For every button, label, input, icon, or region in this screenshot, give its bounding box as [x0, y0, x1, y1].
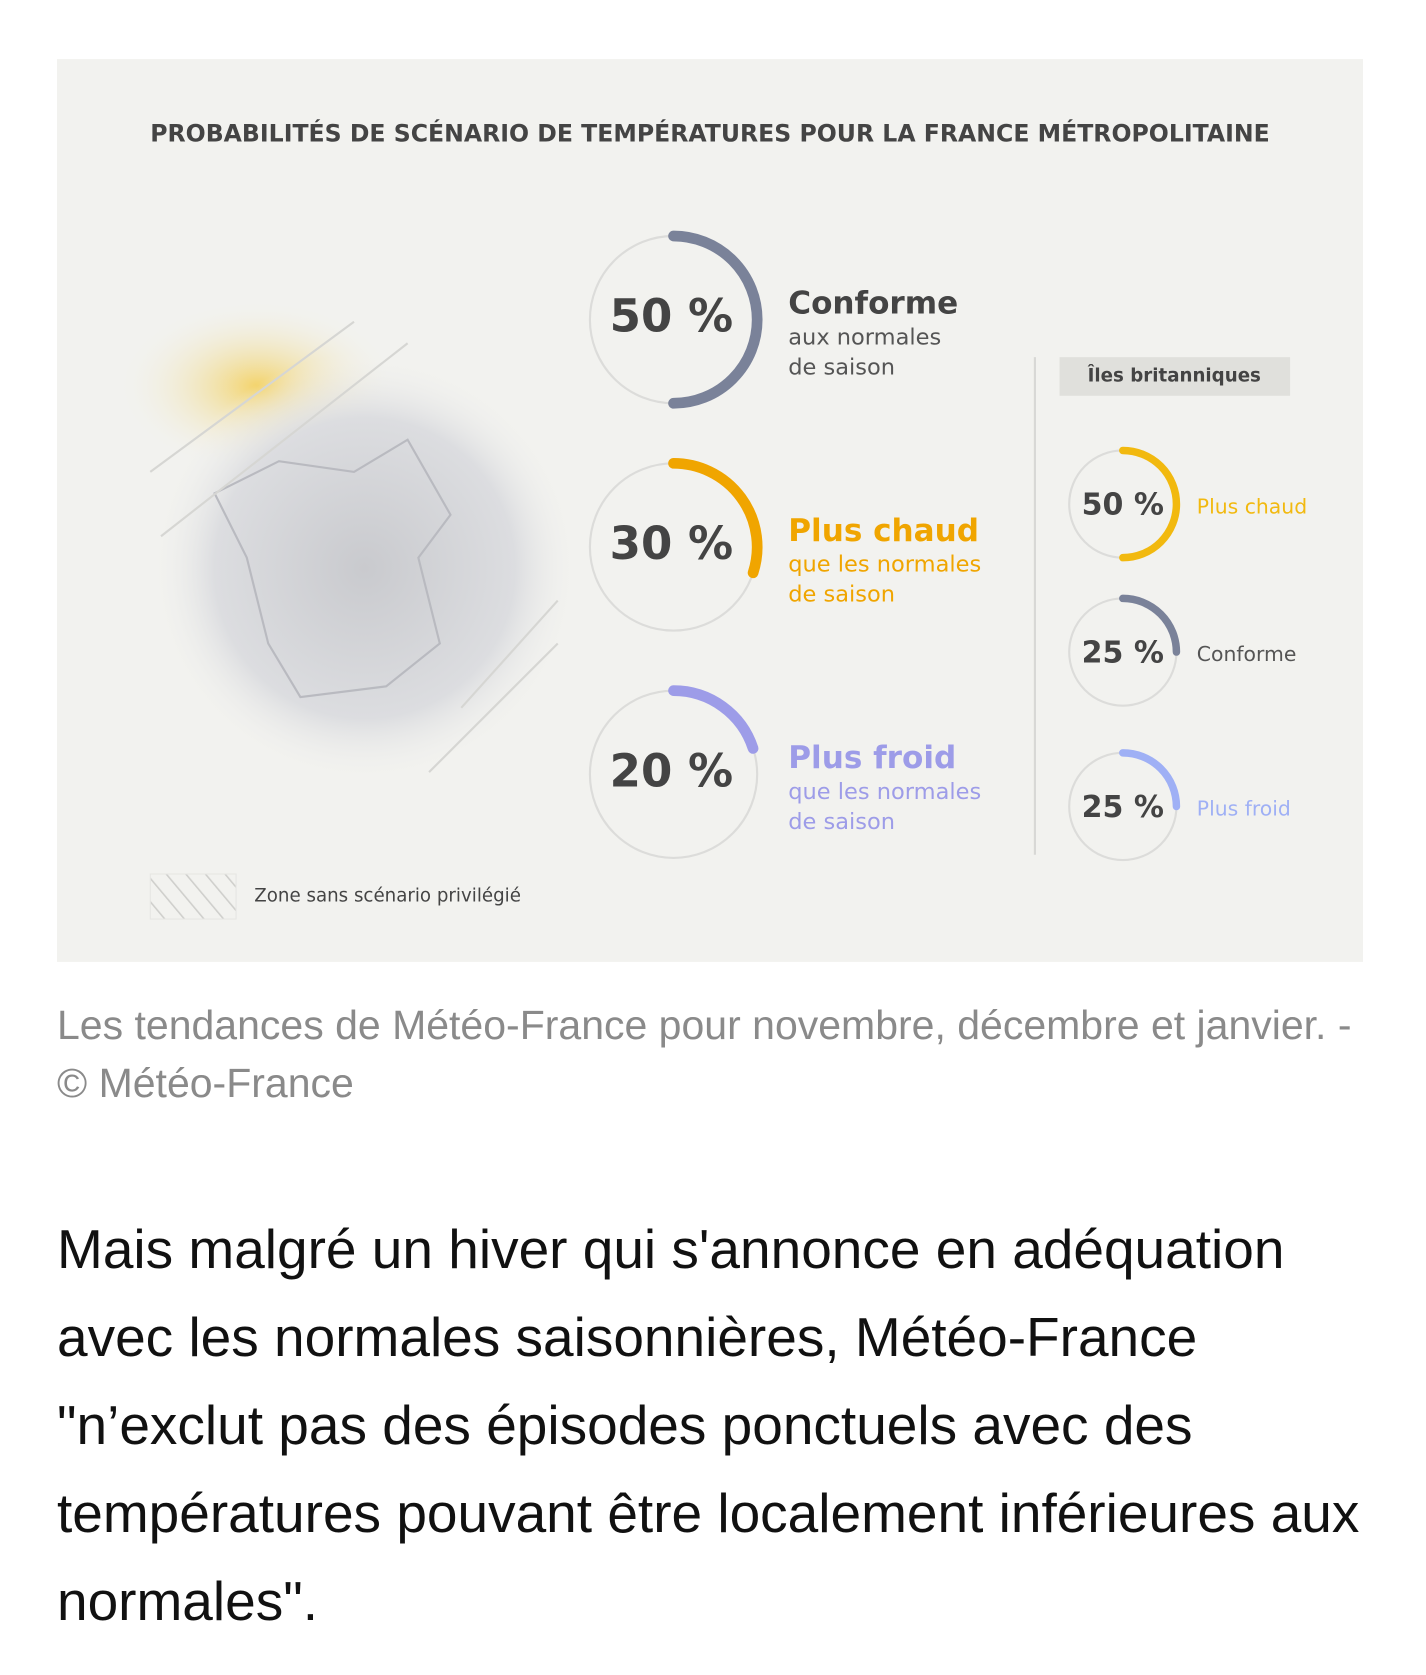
side-gauge-arc — [1119, 594, 1181, 656]
infographic: PROBABILITÉS DE SCÉNARIO DE TEMPÉRATURES… — [57, 59, 1363, 962]
legend-text: Zone sans scénario privilégié — [254, 886, 521, 907]
side-gauge-label: Plus chaud — [1197, 494, 1307, 518]
side-gauge-label: Conforme — [1197, 642, 1297, 666]
gauge-label: Conforme — [788, 286, 958, 322]
gauge-value: 30 % — [610, 517, 733, 570]
paragraph: Mais malgré un hiver qui s'annonce en ad… — [57, 1218, 1360, 1632]
gauge-sublabel: aux normales — [788, 324, 941, 350]
side-gauge-arc — [1119, 749, 1181, 811]
title: PROBABILITÉS DE SCÉNARIO DE TEMPÉRATURES… — [150, 120, 1270, 148]
gauge-label: Plus froid — [788, 740, 956, 776]
gauge-sublabel: de saison — [788, 582, 895, 608]
gauge-arc — [668, 685, 759, 754]
map-outline — [213, 438, 452, 699]
caption: Les tendances de Météo-France pour novem… — [57, 1002, 1352, 1106]
side-gauge-label: Plus froid — [1197, 797, 1291, 821]
side-title: Îles britanniques — [1088, 364, 1261, 386]
legend-swatch — [149, 873, 237, 920]
gauge-value: 50 % — [610, 290, 733, 343]
gauge-sublabel: que les normales — [788, 552, 981, 578]
side-gauge-value: 25 % — [1082, 790, 1164, 825]
gauge-sublabel: de saison — [788, 354, 895, 380]
map-france — [150, 353, 580, 783]
gauge-label: Plus chaud — [788, 513, 979, 549]
gauge-sublabel: que les normales — [788, 779, 981, 805]
side-title-bg — [1059, 357, 1291, 396]
side-gauge-value: 50 % — [1082, 488, 1164, 523]
gauge-sublabel: de saison — [788, 809, 895, 835]
map-hatching — [149, 320, 559, 773]
side-gauge-arc — [1119, 446, 1181, 562]
gauge-arc — [668, 230, 763, 409]
gauge-value: 20 % — [610, 744, 733, 797]
gauge-arc — [668, 457, 763, 579]
side-gauge-value: 25 % — [1082, 636, 1164, 671]
